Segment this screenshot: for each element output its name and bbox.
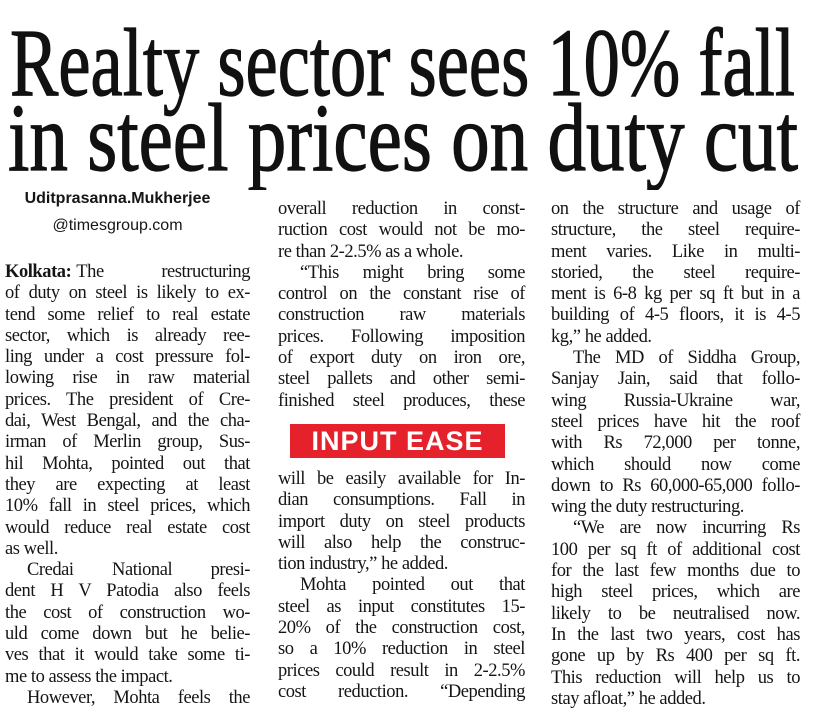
- text-line: construction raw materials: [278, 305, 525, 326]
- text-line: Credai National presi-: [27, 560, 250, 581]
- text-line: ling under a cost pressure fol-: [5, 347, 250, 368]
- text-line: hil Mohta, pointed out that: [5, 453, 250, 474]
- text-line: as well.: [5, 538, 58, 559]
- text-line: wing the duty restructuring.: [551, 497, 744, 518]
- text-line: re than 2-2.5% as a whole.: [278, 241, 464, 262]
- text-line: Kolkata: The restructuring: [5, 262, 250, 283]
- text-line: on the structure and usage of: [551, 199, 800, 219]
- paragraph: “This might bring some control on the con…: [278, 263, 525, 412]
- text-line: irman of Merlin group, Sus-: [5, 432, 250, 453]
- byline-handle: @timesgroup.com: [52, 217, 183, 234]
- text-line: down to Rs 60,000-65,000 follo-: [551, 475, 800, 496]
- text-line: control on the constant rise of: [278, 284, 525, 305]
- text-line: steel pallets and other semi-: [278, 369, 525, 390]
- text-line: me to assess the impact.: [5, 666, 173, 687]
- paragraph: However, Mohta feels the: [5, 688, 250, 709]
- text-line: In the last two years, cost has: [551, 624, 800, 645]
- text-line: would reduce real estate cost: [5, 517, 250, 538]
- text-line: tend some relief to real estate: [5, 304, 250, 325]
- text-line: sector, which is already ree-: [5, 325, 250, 346]
- text-line: “We are now incurring Rs: [573, 518, 800, 539]
- byline-name: Uditprasanna.Mukherjee: [24, 190, 211, 207]
- text-line: the cost of construction wo-: [5, 602, 250, 623]
- text-line: stay afloat,” he added.: [551, 688, 706, 709]
- text-line: steel prices have hit the roof: [551, 411, 800, 432]
- text-line: kg,” he added.: [551, 326, 652, 347]
- text-line: steel as input constitutes 15-: [278, 596, 525, 617]
- text-line: gone up by Rs 400 per sq ft.: [551, 646, 800, 667]
- text-line: overall reduction in const-: [278, 199, 525, 219]
- paragraph: on the structure and usage of structure, …: [551, 199, 800, 348]
- paragraph: The MD of Siddha Group, Sanjay Jain, said…: [551, 348, 800, 518]
- text-line: 10% fall in steel prices, which: [5, 496, 250, 517]
- text-line: of duty on steel is likely to ex-: [5, 283, 250, 304]
- text-line: for the last few months due to: [551, 561, 800, 582]
- text-line: cost reduction. “Depending: [278, 681, 525, 702]
- text-line: dian consumptions. Fall in: [278, 490, 525, 511]
- text-line: tion industry,” he added.: [278, 554, 448, 575]
- paragraph: Credai National presi-dent H V Patodia a…: [5, 560, 250, 688]
- dateline: Kolkata:: [5, 262, 72, 282]
- paragraph: Kolkata: The restructuring of duty on stee…: [5, 262, 250, 560]
- headline-line: Realty sector sees 10% fall: [10, 9, 795, 116]
- text-line: dai, West Bengal, and the cha-: [5, 411, 250, 432]
- text-line: This reduction will help us to: [551, 667, 800, 688]
- text-line: import duty on steel products: [278, 511, 525, 532]
- text-line: structure, the steel require-: [551, 220, 800, 241]
- paragraph: “We are now incurring Rs 100 per sq ft of…: [551, 518, 800, 710]
- text-line: dent H V Patodia also feels: [5, 581, 250, 602]
- text-line: lowing rise in raw material: [5, 368, 250, 389]
- text-line: uld come down but he belie-: [5, 624, 250, 645]
- column: Kolkata: The restructuring of duty on stee…: [5, 262, 250, 709]
- paragraph: Mohta pointed out that steel as input con…: [278, 575, 525, 703]
- text-line: of export duty on iron ore,: [278, 348, 525, 369]
- text-line: The MD of Siddha Group,: [573, 348, 800, 369]
- text-line: 20% of the construction cost,: [278, 618, 525, 639]
- text-line: However, Mohta feels the: [27, 687, 250, 708]
- text-line: finished steel produces, these: [278, 390, 525, 411]
- section-box: INPUT EASE: [290, 423, 505, 458]
- text-line: wing Russia-Ukraine war,: [551, 390, 800, 411]
- text-line: with Rs 72,000 per tonne,: [551, 433, 800, 454]
- headline: Realty sector sees 10% fall in steel pri…: [7, 8, 798, 190]
- text-line: ves that it would take some ti-: [5, 645, 250, 666]
- column: on the structure and usage of structure, …: [551, 199, 800, 710]
- text-line: which should now come: [551, 454, 800, 475]
- text-line: high steel prices, which are: [551, 582, 800, 603]
- text-line: 100 per sq ft of additional cost: [551, 539, 800, 560]
- text-line: they are expecting at least: [5, 474, 250, 495]
- text-line: ruction cost would not be mo-: [278, 220, 525, 241]
- text-line: will be easily available for In-: [278, 468, 525, 489]
- text-line: prices. The president of Cre-: [5, 389, 250, 410]
- text-line: building of 4-5 floors, it is 4-5: [551, 305, 800, 326]
- text-line: ment varies. Like in multi-: [551, 241, 800, 262]
- text: The restructuring: [76, 262, 250, 282]
- text-line: will also help the construc-: [278, 532, 525, 553]
- text-line: Mohta pointed out that: [300, 575, 525, 596]
- text-line: likely to be neutralised now.: [551, 603, 800, 624]
- paragraph: will be easily available for In-dian con…: [278, 469, 525, 575]
- headline-line: in steel prices on duty cut: [8, 84, 798, 190]
- text-line: “This might bring some: [300, 262, 525, 283]
- text-line: ment is 6-8 kg per sq ft but in a: [551, 284, 800, 305]
- text-line: so a 10% reduction in steel: [278, 639, 525, 660]
- text-line: prices. Following imposition: [278, 326, 525, 347]
- text-line: prices could result in 2-2.5%: [278, 660, 525, 681]
- text-line: Sanjay Jain, said that follo-: [551, 369, 800, 390]
- paragraph: overall reduction in const-ruction cost …: [278, 199, 525, 263]
- text-line: storied, the steel require-: [551, 262, 800, 283]
- column: overall reduction in const-ruction cost …: [278, 199, 525, 703]
